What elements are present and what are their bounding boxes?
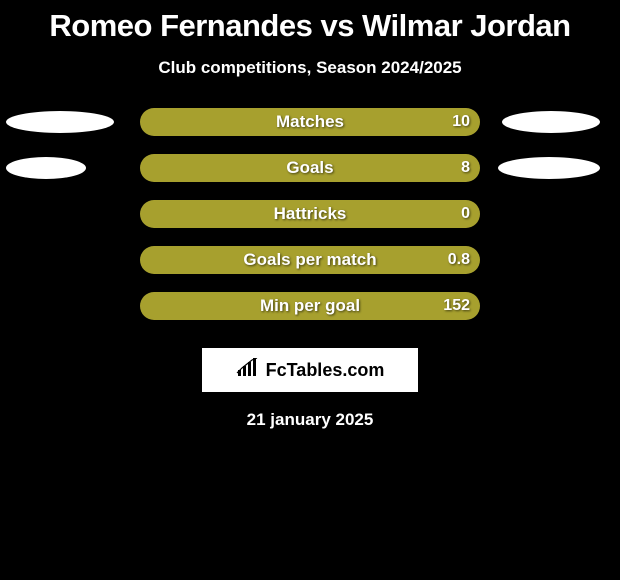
stat-row: Matches10 [0, 108, 620, 154]
bar-value: 10 [140, 108, 470, 136]
date-text: 21 january 2025 [0, 410, 620, 430]
logo-box: FcTables.com [202, 348, 418, 392]
bar-value: 0.8 [140, 246, 470, 274]
logo-text: FcTables.com [266, 360, 385, 381]
bar-value: 0 [140, 200, 470, 228]
bar-chart-icon [236, 358, 260, 383]
bar-value: 152 [140, 292, 470, 320]
stat-row: Hattricks0 [0, 200, 620, 246]
bar-value: 8 [140, 154, 470, 182]
right-ellipse [498, 157, 600, 179]
left-ellipse [6, 111, 114, 133]
stat-row: Min per goal152 [0, 292, 620, 338]
subtitle: Club competitions, Season 2024/2025 [0, 58, 620, 78]
stat-rows: Matches10Goals8Hattricks0Goals per match… [0, 108, 620, 338]
stat-row: Goals8 [0, 154, 620, 200]
page-title: Romeo Fernandes vs Wilmar Jordan [0, 0, 620, 44]
left-ellipse [6, 157, 86, 179]
stat-row: Goals per match0.8 [0, 246, 620, 292]
right-ellipse [502, 111, 600, 133]
